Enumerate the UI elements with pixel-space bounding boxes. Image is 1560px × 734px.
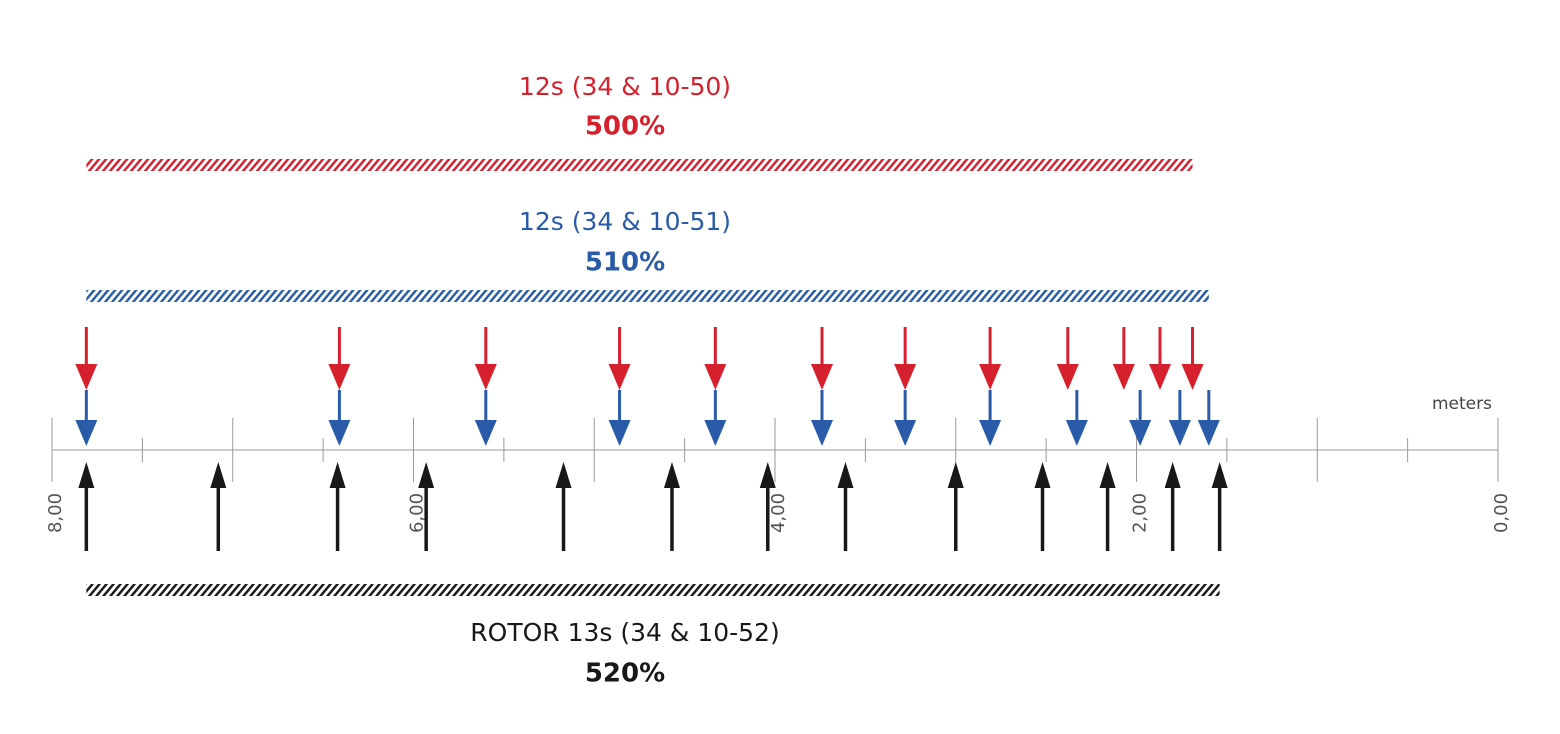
arrow-head [78, 462, 95, 488]
arrow-head [328, 364, 351, 390]
series-percent: 510% [585, 248, 665, 278]
arrow-head [837, 462, 854, 488]
gear-arrow [474, 327, 497, 390]
arrow-head [759, 462, 776, 488]
arrow-head [1148, 364, 1171, 390]
arrow-head [810, 364, 833, 390]
gear-arrow [608, 327, 631, 390]
gear-arrow [1148, 327, 1171, 390]
gear-arrow [810, 390, 833, 446]
gear-arrow [75, 390, 98, 446]
arrow-head [474, 420, 497, 446]
gear-arrow [894, 327, 917, 390]
x-tick-label: 4,00 [768, 493, 789, 533]
arrow-head [979, 364, 1002, 390]
gear-arrow [979, 327, 1002, 390]
arrow-head [704, 420, 727, 446]
gear-arrow [328, 390, 351, 446]
arrow-head [1211, 462, 1228, 488]
arrow-head [328, 420, 351, 446]
arrow-head [210, 462, 227, 488]
arrow-head [1168, 420, 1191, 446]
arrow-head [894, 364, 917, 390]
x-tick-label: 0,00 [1491, 493, 1512, 533]
arrow-head [1056, 364, 1079, 390]
gear-arrow [837, 462, 854, 551]
arrow-head [329, 462, 346, 488]
gear-arrow [663, 462, 680, 551]
range-bar [86, 159, 1193, 171]
gear-arrow [1056, 327, 1079, 390]
x-axis-label: meters [1432, 394, 1492, 414]
arrow-head [810, 420, 833, 446]
arrow-head [1099, 462, 1116, 488]
x-tick-label: 6,00 [407, 493, 428, 533]
gear-arrow [1168, 390, 1191, 446]
gear-arrow [894, 390, 917, 446]
arrow-head [1034, 462, 1051, 488]
arrow-head [704, 364, 727, 390]
series-name: 12s (34 & 10-50) [519, 72, 731, 101]
gear-arrow [210, 462, 227, 551]
x-tick-label: 2,00 [1130, 493, 1151, 533]
gear-arrow [1211, 462, 1228, 551]
series-percent: 520% [585, 659, 665, 689]
arrow-head [1112, 364, 1135, 390]
gear-arrow [759, 462, 776, 551]
arrow-head [894, 420, 917, 446]
gear-arrow [704, 327, 727, 390]
arrow-head [474, 364, 497, 390]
gear-arrow [1112, 327, 1135, 390]
arrow-head [663, 462, 680, 488]
gear-arrow [78, 462, 95, 551]
arrow-head [1164, 462, 1181, 488]
gear-arrow [608, 390, 631, 446]
gear-arrow [1065, 390, 1088, 446]
gear-arrow [555, 462, 572, 551]
gear-arrow [1197, 390, 1220, 446]
gear-arrow [1181, 327, 1204, 390]
gear-arrow [1164, 462, 1181, 551]
arrow-head [947, 462, 964, 488]
gear-arrow [1129, 390, 1152, 446]
arrow-head [608, 364, 631, 390]
series-percent: 500% [585, 112, 665, 142]
x-tick-label: 8,00 [45, 493, 66, 533]
arrow-head [555, 462, 572, 488]
gear-arrow [1034, 462, 1051, 551]
series-name: ROTOR 13s (34 & 10-52) [470, 618, 779, 647]
arrow-head [1197, 420, 1220, 446]
arrow-head [1181, 364, 1204, 390]
range-bar [86, 584, 1220, 596]
gear-arrow [474, 390, 497, 446]
arrow-head [1065, 420, 1088, 446]
gear-arrow [704, 390, 727, 446]
series-name: 12s (34 & 10-51) [519, 207, 731, 236]
arrow-head [418, 462, 435, 488]
gear-arrow [979, 390, 1002, 446]
gear-arrow [418, 462, 435, 551]
gear-arrow [329, 462, 346, 551]
arrow-head [1129, 420, 1152, 446]
arrow-head [75, 364, 98, 390]
gear-arrow [810, 327, 833, 390]
gear-arrow [947, 462, 964, 551]
gear-arrow [75, 327, 98, 390]
arrow-head [608, 420, 631, 446]
gear-arrow [328, 327, 351, 390]
range-bar [86, 290, 1209, 302]
arrow-head [75, 420, 98, 446]
gear-arrow [1099, 462, 1116, 551]
arrow-head [979, 420, 1002, 446]
